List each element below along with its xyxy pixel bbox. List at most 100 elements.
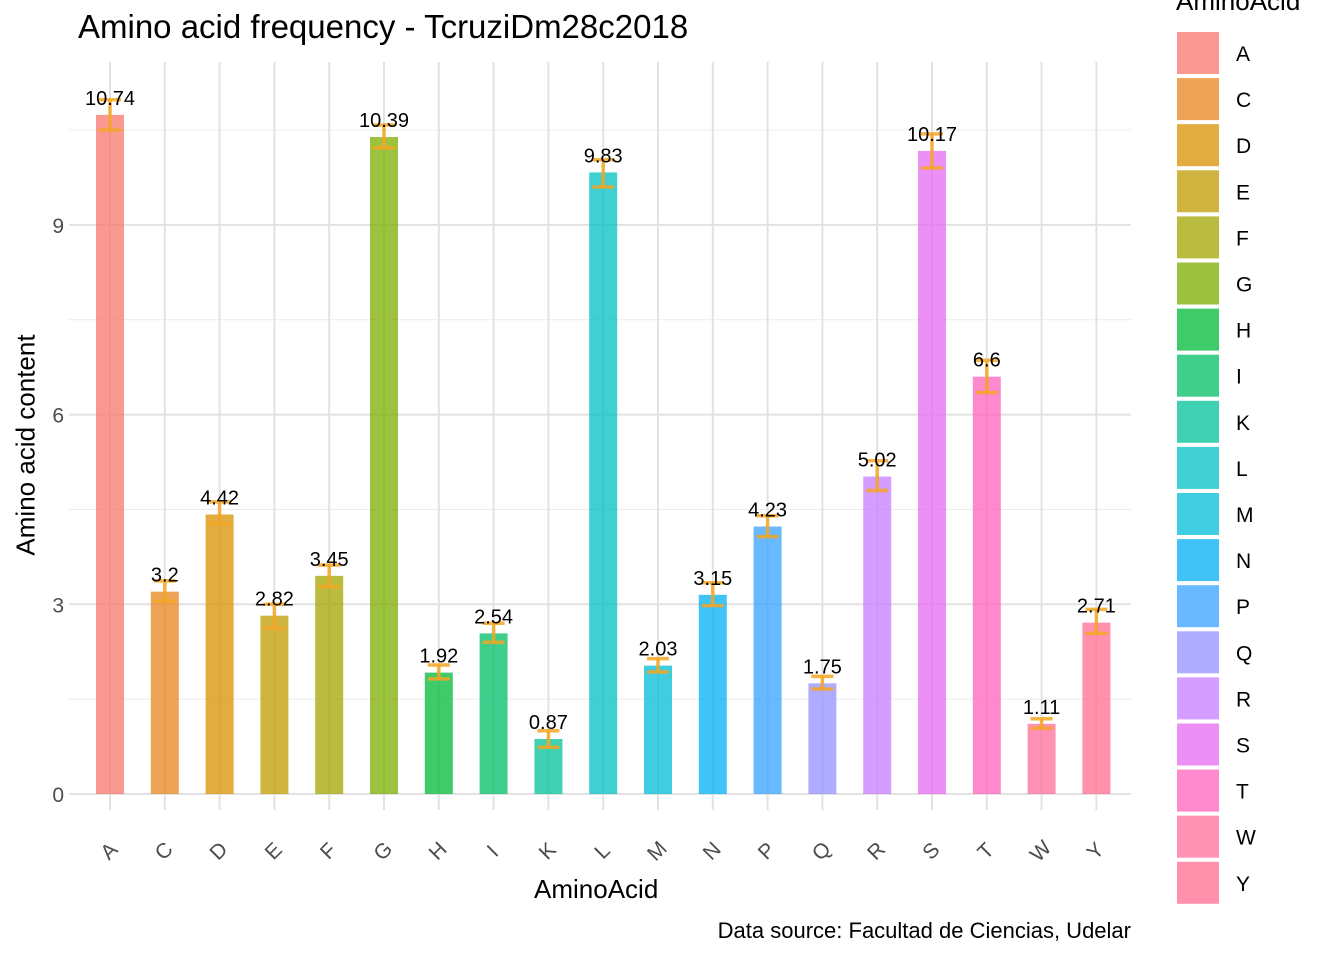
errorbar-N xyxy=(701,581,724,608)
value-label-C: 3.2 xyxy=(151,565,179,587)
x-tick-label: F xyxy=(316,839,341,864)
x-tick-label: G xyxy=(369,837,397,865)
errorbar-E xyxy=(263,602,286,631)
legend-label: L xyxy=(1236,458,1248,481)
chart-title: Amino acid frequency - TcruziDm28c2018 xyxy=(78,8,689,45)
errorbar-G xyxy=(373,123,395,150)
legend-item-Q: Q xyxy=(1177,631,1252,674)
x-tick-label: L xyxy=(590,839,615,864)
y-tick-label: 6 xyxy=(52,405,64,428)
bar-P xyxy=(753,526,782,794)
errorbar-A xyxy=(99,97,121,132)
value-label-S: 10.17 xyxy=(907,124,957,146)
value-label-G: 10.39 xyxy=(359,110,409,132)
x-tick-label: C xyxy=(151,838,178,865)
bar-T xyxy=(972,376,1001,794)
legend-label: T xyxy=(1236,781,1249,804)
legend-label: N xyxy=(1236,550,1251,573)
legend-label: P xyxy=(1236,596,1250,619)
value-label-I: 2.54 xyxy=(474,606,513,628)
value-label-N: 3.15 xyxy=(693,568,732,590)
value-label-W: 1.11 xyxy=(1023,697,1060,719)
bar-Y xyxy=(1082,622,1111,794)
bar-D xyxy=(205,514,234,794)
bar-H xyxy=(424,672,453,794)
legend-item-H: H xyxy=(1177,308,1251,351)
bar-N xyxy=(698,594,727,794)
bar-C xyxy=(150,591,179,794)
legend-swatch xyxy=(1177,446,1219,489)
x-tick-label: S xyxy=(918,838,944,864)
legend-label: W xyxy=(1236,827,1256,850)
legend-swatch xyxy=(1177,216,1219,259)
value-label-D: 4.42 xyxy=(200,488,239,510)
legend-item-I: I xyxy=(1177,354,1242,397)
x-tick-label: A xyxy=(96,838,122,864)
value-labels: 10.74 3.2 4.42 2.82 3.45 10.39 1.92 2.54 0.87 9.8… xyxy=(85,88,1116,734)
x-tick-label: W xyxy=(1026,836,1056,866)
bar-E xyxy=(260,615,289,794)
legend-item-A: A xyxy=(1177,32,1250,74)
x-tick-label: Q xyxy=(808,837,836,865)
errorbar-C xyxy=(153,579,176,603)
legend-swatch xyxy=(1177,78,1219,121)
legend-swatch xyxy=(1177,539,1219,582)
value-label-F: 3.45 xyxy=(310,549,349,571)
value-label-K: 0.87 xyxy=(529,712,568,734)
errorbar-D xyxy=(208,500,231,526)
legend-label: D xyxy=(1236,135,1251,158)
legend-label: S xyxy=(1236,735,1250,758)
errorbar-Q xyxy=(811,674,834,691)
bar-R xyxy=(863,476,892,794)
chart-caption: Data source: Facultad de Ciencias, Udela… xyxy=(717,918,1131,943)
legend-label: G xyxy=(1236,274,1252,297)
y-tick-label: 0 xyxy=(52,784,64,807)
x-tick-label: I xyxy=(483,841,503,861)
legend-swatch xyxy=(1177,124,1219,167)
legend-item-D: D xyxy=(1177,124,1251,167)
legend-swatch xyxy=(1177,677,1219,720)
legend-item-C: C xyxy=(1177,78,1251,121)
bar-A xyxy=(96,114,124,794)
legend-item-R: R xyxy=(1177,677,1251,720)
bar-Q xyxy=(808,683,837,794)
legend-swatch xyxy=(1177,308,1219,351)
legend-item-G: G xyxy=(1177,262,1252,305)
x-tick-label: R xyxy=(863,838,890,865)
legend-label: Y xyxy=(1236,873,1250,896)
value-label-E: 2.82 xyxy=(255,589,294,611)
bars xyxy=(96,114,1111,795)
x-tick-label: K xyxy=(535,838,561,864)
errorbar-W xyxy=(1030,717,1053,730)
legend-item-N: N xyxy=(1177,539,1251,582)
value-label-M: 2.03 xyxy=(639,639,678,661)
x-tick-label: T xyxy=(973,839,998,864)
x-tick-label: H xyxy=(425,838,452,865)
legend-item-S: S xyxy=(1177,723,1250,766)
value-label-L: 9.83 xyxy=(584,145,623,167)
errorbar-L xyxy=(592,158,615,189)
legend-swatch xyxy=(1177,354,1219,397)
legend-swatch xyxy=(1177,815,1219,858)
legend-label: A xyxy=(1236,43,1250,66)
legend-swatch xyxy=(1177,585,1219,628)
errorbar-I xyxy=(482,621,505,644)
errorbar-P xyxy=(756,514,779,539)
legend-label: I xyxy=(1236,366,1242,389)
x-tick-label: E xyxy=(261,838,287,864)
value-label-H: 1.92 xyxy=(419,646,458,668)
x-tick-label: M xyxy=(643,837,672,866)
legend-item-W: W xyxy=(1177,815,1256,858)
errorbar-F xyxy=(318,563,341,589)
legend-swatch xyxy=(1177,400,1219,443)
legend-swatch xyxy=(1177,493,1219,535)
legend-item-T: T xyxy=(1177,769,1249,812)
legend-swatch xyxy=(1177,631,1219,674)
value-label-Y: 2.71 xyxy=(1077,596,1116,618)
x-tick-label: N xyxy=(699,838,726,865)
errorbar-T xyxy=(975,358,998,395)
